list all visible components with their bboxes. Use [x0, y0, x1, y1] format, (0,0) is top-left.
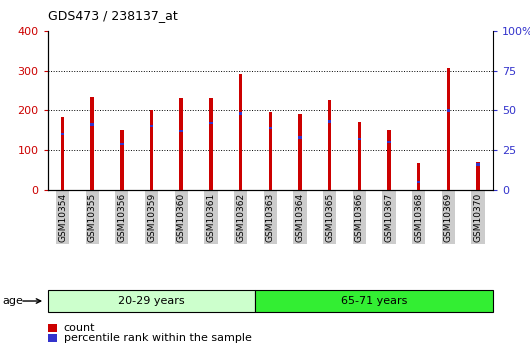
Bar	[417, 181, 420, 183]
Text: 65-71 years: 65-71 years	[341, 296, 408, 306]
Bar	[120, 130, 123, 190]
Bar	[358, 121, 361, 190]
Bar	[150, 110, 153, 190]
Bar	[150, 125, 153, 127]
Bar	[91, 97, 94, 190]
Text: GDS473 / 238137_at: GDS473 / 238137_at	[48, 9, 178, 22]
Bar	[476, 163, 480, 166]
Text: 20-29 years: 20-29 years	[118, 296, 185, 306]
Bar	[417, 163, 420, 190]
Bar	[447, 109, 450, 111]
Bar	[387, 141, 391, 143]
Bar	[358, 138, 361, 140]
Bar	[269, 127, 272, 129]
Bar	[209, 99, 213, 190]
Text: age: age	[3, 296, 23, 306]
Bar	[239, 73, 242, 190]
Bar	[387, 130, 391, 190]
Bar	[180, 130, 183, 132]
Bar	[328, 100, 331, 190]
Bar	[61, 117, 64, 190]
Bar	[447, 68, 450, 190]
Bar	[298, 136, 302, 139]
Bar	[298, 114, 302, 190]
Text: percentile rank within the sample: percentile rank within the sample	[64, 333, 251, 343]
Bar	[328, 120, 331, 123]
Bar	[180, 99, 183, 190]
Bar	[269, 111, 272, 190]
Bar	[120, 142, 123, 145]
Text: count: count	[64, 323, 95, 333]
Bar	[91, 124, 94, 126]
Bar	[209, 122, 213, 124]
Bar	[476, 161, 480, 190]
Bar	[239, 112, 242, 115]
Bar	[61, 133, 64, 135]
